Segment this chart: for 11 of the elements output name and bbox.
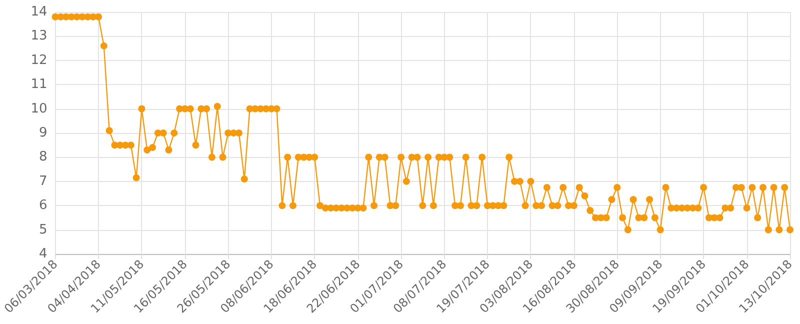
y-tick-label: 8 [38,150,48,165]
y-tick-label: 12 [30,52,48,68]
y-tick-label: 6 [38,198,48,214]
y-tick-label: 4 [38,246,48,262]
y-tick-label: 9 [38,126,48,140]
y-tick-label: 11 [30,77,48,92]
y-tick-label: 5 [38,222,48,238]
y-tick-label: 7 [38,174,48,189]
y-tick-label: 13 [30,28,48,44]
y-tick-label: 10 [30,101,48,116]
y-tick-label: 14 [30,4,48,20]
